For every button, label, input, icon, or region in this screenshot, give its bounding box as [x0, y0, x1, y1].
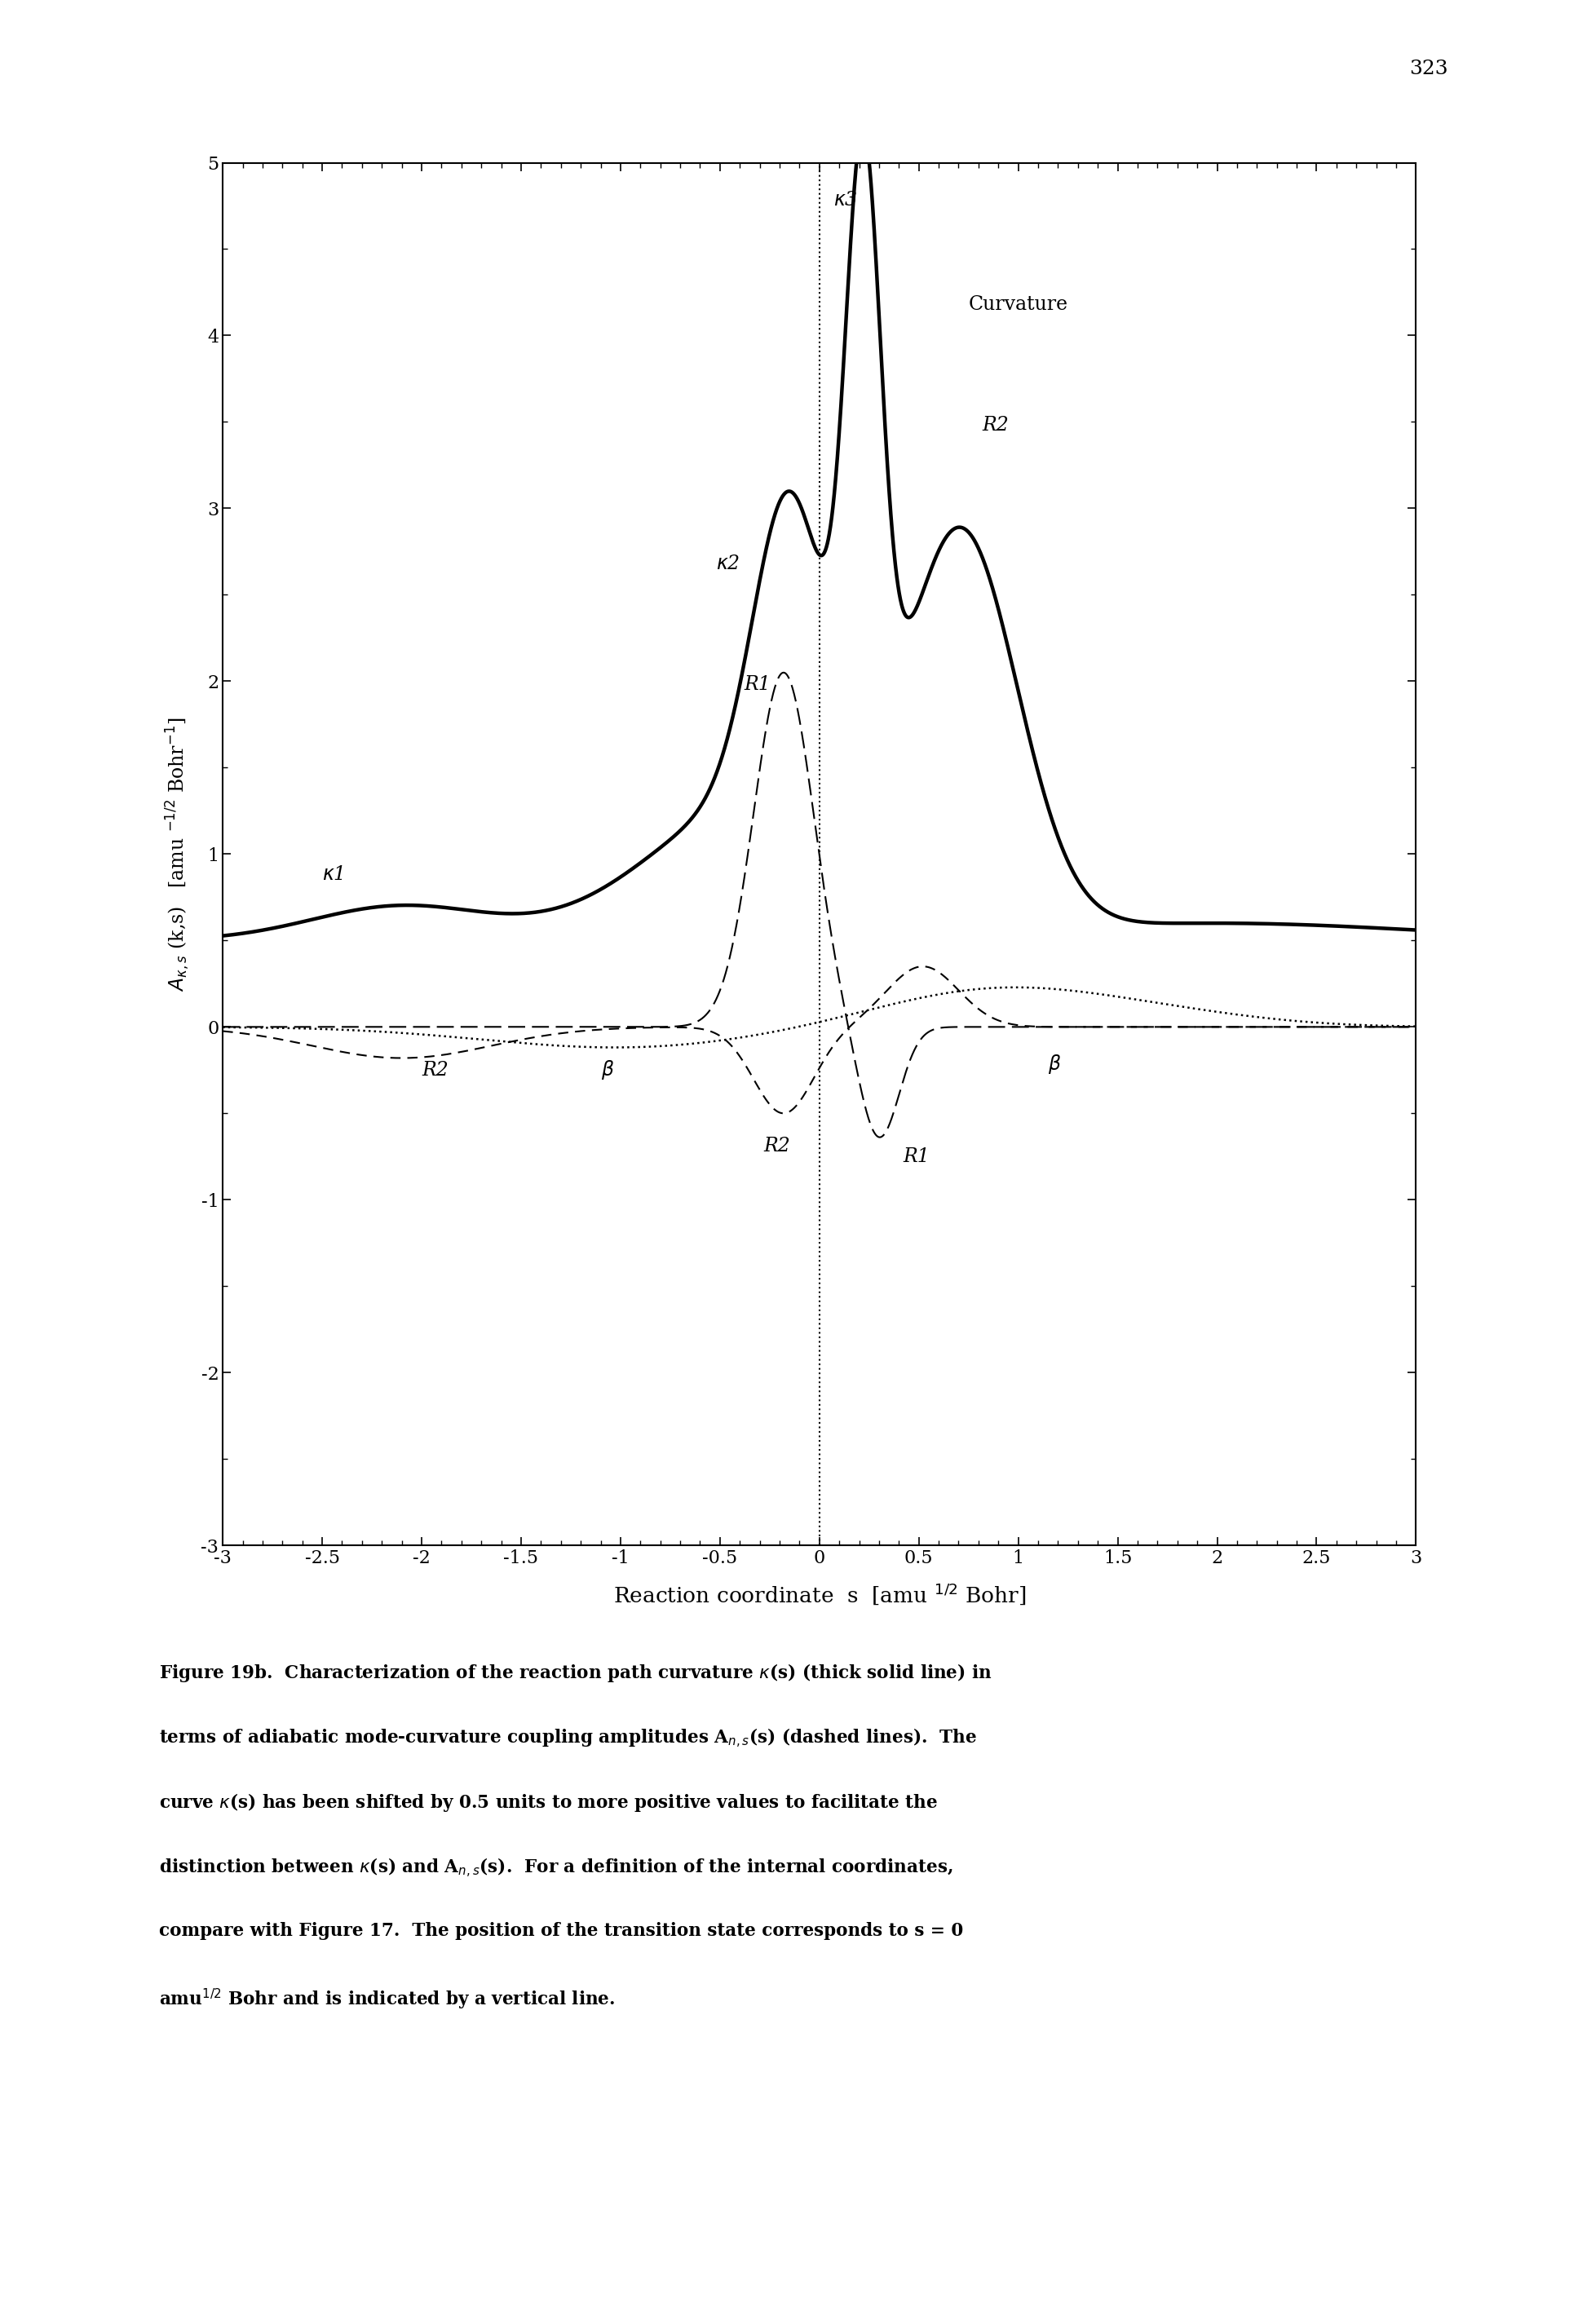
- Text: 323: 323: [1410, 60, 1448, 79]
- Text: Figure 19b.  Characterization of the reaction path curvature $\kappa$(s) (thick : Figure 19b. Characterization of the reac…: [159, 1662, 993, 1683]
- Text: $\kappa$1: $\kappa$1: [321, 865, 344, 883]
- Text: Curvature: Curvature: [969, 295, 1068, 314]
- Text: $\kappa$2: $\kappa$2: [716, 553, 740, 574]
- Text: $\beta$: $\beta$: [1048, 1053, 1061, 1076]
- X-axis label: Reaction coordinate  s  [amu $^{1/2}$ Bohr]: Reaction coordinate s [amu $^{1/2}$ Bohr…: [613, 1580, 1026, 1606]
- Text: amu$^{1/2}$ Bohr and is indicated by a vertical line.: amu$^{1/2}$ Bohr and is indicated by a v…: [159, 1987, 616, 2013]
- Text: R2: R2: [764, 1136, 791, 1155]
- Text: R1: R1: [904, 1148, 929, 1167]
- Text: compare with Figure 17.  The position of the transition state corresponds to s =: compare with Figure 17. The position of …: [159, 1922, 964, 1941]
- Text: terms of adiabatic mode-curvature coupling amplitudes A$_{n,s}$(s) (dashed lines: terms of adiabatic mode-curvature coupli…: [159, 1727, 977, 1750]
- Text: R2: R2: [422, 1060, 449, 1078]
- Text: $\beta$: $\beta$: [601, 1057, 614, 1081]
- Text: $\kappa$3: $\kappa$3: [834, 191, 858, 209]
- Text: curve $\kappa$(s) has been shifted by 0.5 units to more positive values to facil: curve $\kappa$(s) has been shifted by 0.…: [159, 1792, 937, 1813]
- Text: distinction between $\kappa$(s) and A$_{n,s}$(s).  For a definition of the inter: distinction between $\kappa$(s) and A$_{…: [159, 1857, 953, 1880]
- Text: R2: R2: [983, 416, 1009, 435]
- Y-axis label: $A_{\kappa,s}$ (k,s)   [amu $^{-1/2}$ Bohr$^{-1}$]: $A_{\kappa,s}$ (k,s) [amu $^{-1/2}$ Bohr…: [165, 716, 193, 992]
- Text: R1: R1: [745, 676, 770, 695]
